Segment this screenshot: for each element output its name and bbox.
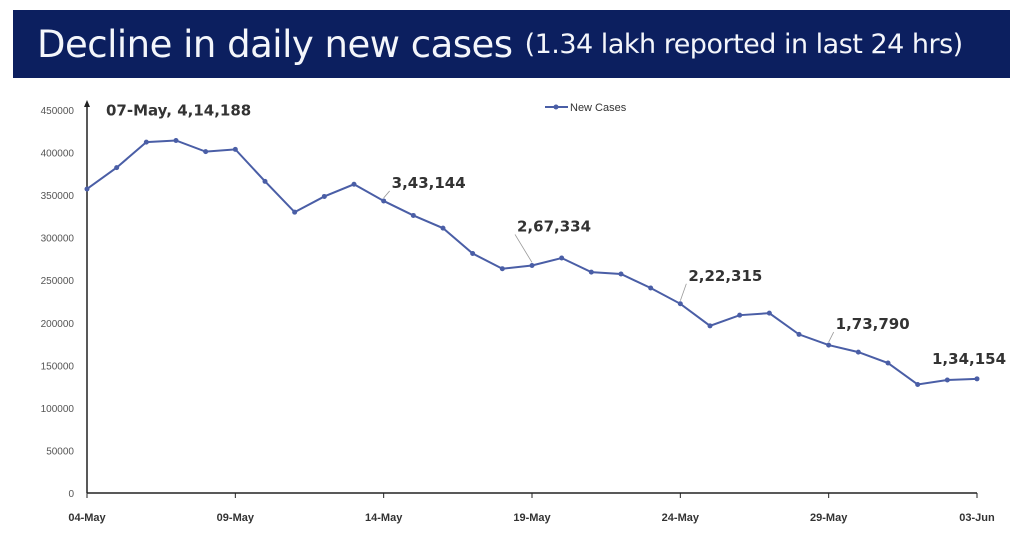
series-line-new-cases xyxy=(86,139,978,386)
annotation-leader xyxy=(828,331,835,343)
legend-label: New Cases xyxy=(570,102,627,114)
data-point xyxy=(855,349,861,355)
data-point xyxy=(410,212,416,218)
data-point xyxy=(499,266,505,272)
data-point xyxy=(885,360,891,366)
y-tick-label: 300000 xyxy=(41,234,75,245)
data-point xyxy=(529,262,535,268)
y-tick-label: 200000 xyxy=(41,319,75,330)
data-label: 3,43,144 xyxy=(392,174,466,192)
annotation-leader xyxy=(679,283,687,301)
data-point xyxy=(173,137,179,143)
chart-subtitle: (1.34 lakh reported in last 24 hrs) xyxy=(524,28,964,60)
title-banner: Decline in daily new cases (1.34 lakh re… xyxy=(13,10,1010,78)
x-tick-label: 14-May xyxy=(365,512,403,524)
data-point xyxy=(737,312,743,318)
data-point xyxy=(292,209,298,215)
y-tick-label: 400000 xyxy=(41,149,75,160)
y-tick-label: 100000 xyxy=(41,404,75,415)
data-point xyxy=(232,146,238,152)
y-tick-label: 350000 xyxy=(41,191,75,202)
data-point xyxy=(203,149,209,155)
x-tick-label: 24-May xyxy=(662,512,700,524)
data-label: 07-May, 4,14,188 xyxy=(106,101,251,119)
data-point xyxy=(707,323,713,329)
data-point xyxy=(321,193,327,199)
data-point xyxy=(84,186,90,192)
legend-marker-icon xyxy=(553,104,559,110)
data-label: 2,22,315 xyxy=(688,267,762,285)
annotation-leader xyxy=(514,234,533,263)
data-point xyxy=(915,381,921,387)
data-point xyxy=(826,342,832,348)
data-point xyxy=(381,198,387,204)
data-point xyxy=(588,269,594,275)
data-label: 1,34,154 xyxy=(932,350,1006,368)
data-point xyxy=(648,285,654,291)
chart-title: Decline in daily new cases xyxy=(37,22,513,66)
y-tick-label: 450000 xyxy=(41,106,75,117)
data-point xyxy=(470,251,476,257)
data-point xyxy=(143,139,149,145)
y-tick-label: 50000 xyxy=(46,446,74,457)
data-point xyxy=(559,255,565,261)
data-point xyxy=(440,225,446,231)
y-tick-label: 250000 xyxy=(41,276,75,287)
data-point xyxy=(114,165,120,171)
data-point xyxy=(618,271,624,277)
data-label: 1,73,790 xyxy=(836,315,910,333)
x-tick-label: 29-May xyxy=(810,512,848,524)
y-tick-label: 150000 xyxy=(41,361,75,372)
y-tick-label: 0 xyxy=(68,489,74,500)
data-point xyxy=(766,310,772,316)
data-point xyxy=(262,178,268,184)
x-tick-label: 09-May xyxy=(217,512,255,524)
y-axis-arrow xyxy=(84,100,90,107)
annotation-leader xyxy=(383,190,390,199)
data-point xyxy=(351,181,357,187)
data-point xyxy=(974,376,980,382)
x-tick-label: 04-May xyxy=(68,512,106,524)
data-point xyxy=(677,301,683,307)
x-tick-label: 03-Jun xyxy=(959,512,995,524)
data-label: 2,67,334 xyxy=(517,217,591,235)
x-tick-label: 19-May xyxy=(513,512,551,524)
data-point xyxy=(796,331,802,337)
data-point xyxy=(944,377,950,383)
